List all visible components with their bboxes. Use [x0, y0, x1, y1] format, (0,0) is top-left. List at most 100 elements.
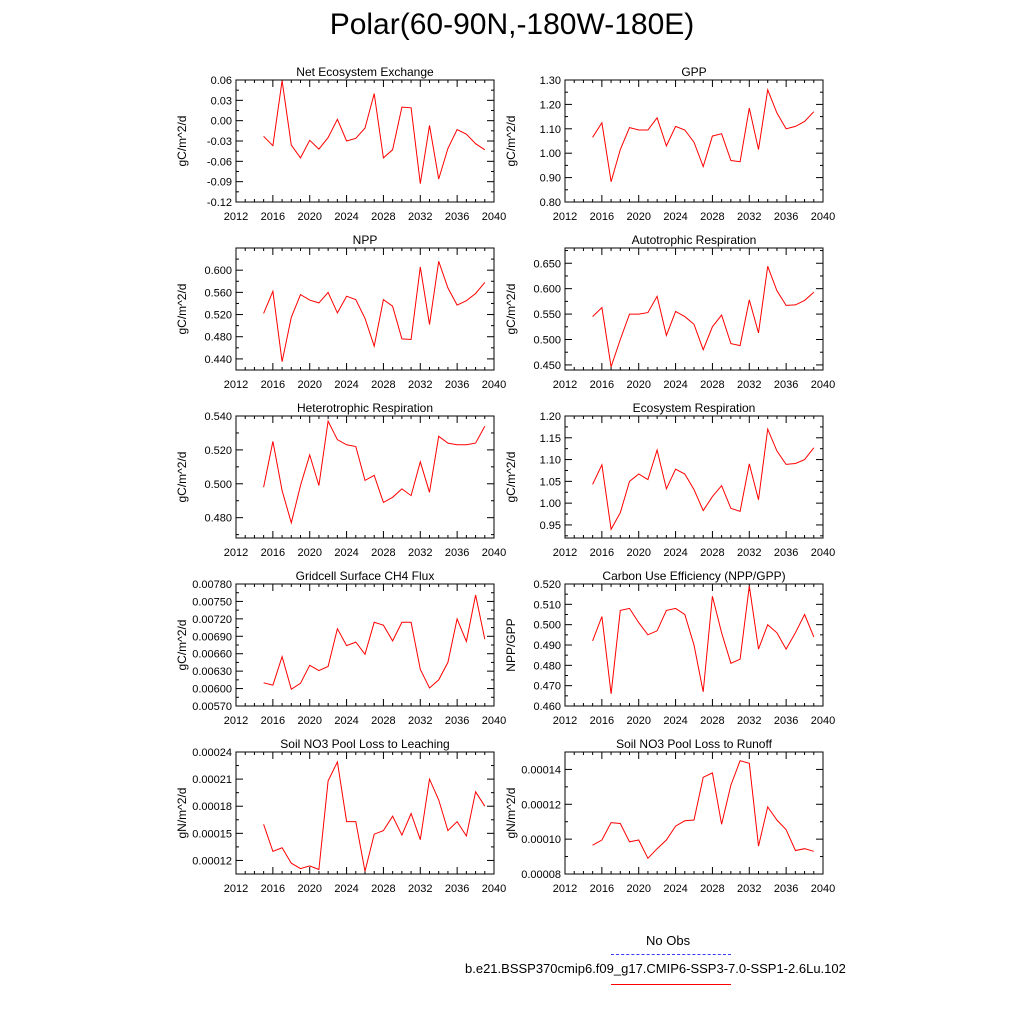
x-tick-label: 2020 — [297, 715, 321, 727]
x-tick-label: 2028 — [371, 211, 395, 223]
x-tick-label: 2040 — [811, 547, 835, 559]
y-axis-label: gC/m^2/d — [175, 452, 189, 503]
x-tick-label: 2028 — [700, 715, 724, 727]
x-tick-label: 2024 — [334, 883, 358, 895]
x-tick-label: 2032 — [737, 547, 761, 559]
x-tick-label: 2024 — [663, 715, 687, 727]
y-tick-label: -0.09 — [207, 177, 232, 189]
x-tick-label: 2020 — [297, 211, 321, 223]
x-tick-label: 2032 — [408, 379, 432, 391]
x-tick-label: 2012 — [553, 883, 577, 895]
y-tick-label: 1.05 — [540, 476, 561, 488]
x-tick-label: 2020 — [626, 379, 650, 391]
y-tick-label: 0.80 — [540, 197, 561, 209]
x-tick-label: 2020 — [626, 547, 650, 559]
y-tick-label: 0.450 — [533, 360, 561, 372]
x-tick-label: 2012 — [224, 211, 248, 223]
y-tick-label: 0.00600 — [192, 684, 232, 696]
x-tick-label: 2028 — [700, 883, 724, 895]
y-tick-label: 0.00 — [211, 116, 232, 128]
y-tick-label: 0.520 — [533, 579, 561, 591]
y-axis-label: gC/m^2/d — [504, 284, 518, 335]
y-tick-label: 1.00 — [540, 498, 561, 510]
x-tick-label: 2012 — [224, 715, 248, 727]
series-line — [592, 760, 814, 860]
y-tick-label: 0.480 — [533, 660, 561, 672]
x-tick-label: 2024 — [663, 547, 687, 559]
x-tick-label: 2036 — [445, 379, 469, 391]
y-tick-label: 0.00014 — [521, 764, 561, 776]
chart-panel-4: Autotrophic Respiration 2012 2016 2020 2024 2… — [504, 233, 835, 391]
x-tick-label: 2036 — [774, 715, 798, 727]
y-tick-label: 0.00780 — [192, 579, 232, 591]
y-tick-label: 0.00690 — [192, 631, 232, 643]
panel-title: Net Ecosystem Exchange — [296, 65, 434, 79]
series-line — [263, 261, 486, 362]
x-tick-label: 2032 — [408, 211, 432, 223]
y-axis-label: NPP/GPP — [504, 618, 518, 671]
x-tick-label: 2040 — [482, 715, 506, 727]
series-line — [592, 87, 815, 182]
x-tick-label: 2040 — [482, 379, 506, 391]
x-tick-label: 2036 — [774, 211, 798, 223]
y-tick-label: 0.600 — [533, 284, 561, 296]
plot-frame — [235, 583, 495, 707]
panel-title: Autotrophic Respiration — [632, 233, 757, 247]
chart-panel-9: Soil NO3 Pool Loss to Leaching 2012 2016 20… — [175, 737, 506, 895]
y-tick-label: 0.480 — [204, 332, 232, 344]
x-tick-label: 2016 — [590, 379, 614, 391]
x-tick-label: 2036 — [445, 883, 469, 895]
x-tick-label: 2016 — [261, 883, 285, 895]
plot-frame — [564, 247, 824, 371]
y-tick-label: 1.20 — [540, 99, 561, 111]
panel-title: Heterotrophic Respiration — [297, 401, 433, 415]
x-tick-label: 2016 — [261, 715, 285, 727]
x-tick-label: 2028 — [700, 211, 724, 223]
chart-panel-8: Carbon Use Efficiency (NPP/GPP) 2012 2016 2… — [504, 569, 835, 727]
y-tick-label: 0.95 — [540, 520, 561, 532]
x-tick-label: 2016 — [261, 547, 285, 559]
x-tick-label: 2036 — [774, 379, 798, 391]
plot-frame — [564, 751, 824, 875]
plot-frame — [235, 415, 495, 539]
x-tick-label: 2024 — [663, 211, 687, 223]
y-tick-label: -0.03 — [207, 136, 232, 148]
x-tick-label: 2036 — [445, 547, 469, 559]
y-axis-label: gN/m^2/d — [504, 788, 518, 839]
y-tick-label: 0.00630 — [192, 666, 232, 678]
y-tick-label: 0.500 — [204, 479, 232, 491]
y-tick-label: 0.600 — [204, 265, 232, 277]
x-tick-label: 2040 — [811, 379, 835, 391]
x-tick-label: 2016 — [590, 211, 614, 223]
series-line — [263, 80, 486, 184]
series-line — [263, 419, 486, 525]
y-tick-label: 0.00660 — [192, 649, 232, 661]
y-tick-label: 0.470 — [533, 681, 561, 693]
x-tick-label: 2028 — [371, 883, 395, 895]
series-line — [592, 585, 815, 694]
x-tick-label: 2012 — [224, 547, 248, 559]
y-axis-label: gC/m^2/d — [175, 116, 189, 167]
x-tick-label: 2040 — [482, 883, 506, 895]
x-tick-label: 2028 — [371, 715, 395, 727]
x-tick-label: 2020 — [297, 883, 321, 895]
x-tick-label: 2024 — [334, 547, 358, 559]
y-tick-label: -0.06 — [207, 156, 232, 168]
x-tick-label: 2040 — [811, 211, 835, 223]
x-tick-label: 2036 — [774, 547, 798, 559]
x-tick-label: 2032 — [408, 883, 432, 895]
y-tick-label: 1.30 — [540, 75, 561, 87]
y-tick-label: 0.03 — [211, 95, 232, 107]
x-tick-label: 2020 — [297, 379, 321, 391]
x-tick-label: 2032 — [737, 211, 761, 223]
plot-frame — [235, 247, 495, 371]
plot-frame — [564, 79, 824, 203]
plot-frame — [235, 79, 495, 203]
x-tick-label: 2032 — [737, 379, 761, 391]
x-tick-label: 2016 — [590, 883, 614, 895]
x-tick-label: 2020 — [626, 211, 650, 223]
x-tick-label: 2024 — [663, 379, 687, 391]
series-line — [592, 427, 815, 531]
page-title: Polar(60-90N,-180W-180E) — [329, 8, 695, 41]
y-tick-label: 0.520 — [204, 445, 232, 457]
